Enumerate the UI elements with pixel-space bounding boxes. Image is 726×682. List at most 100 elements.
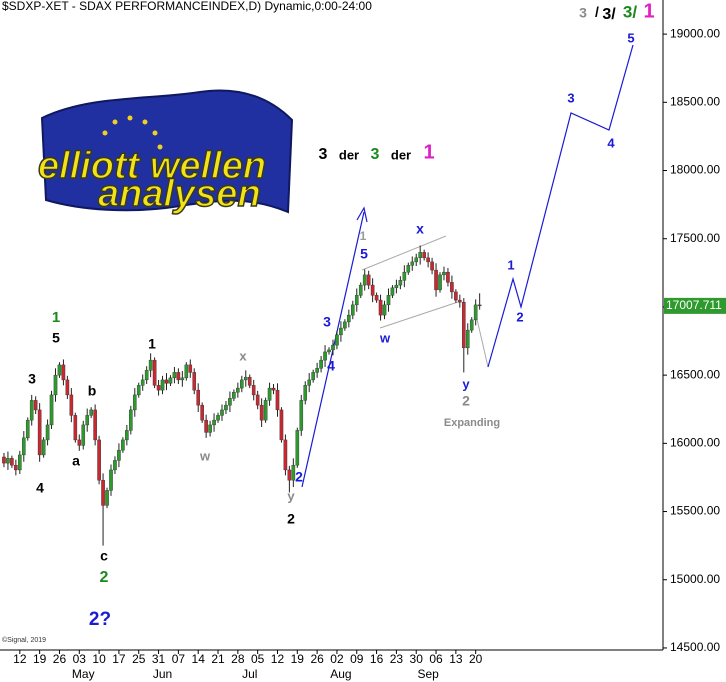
candle-body xyxy=(267,387,272,401)
last-price-box xyxy=(664,297,726,314)
candle-body xyxy=(33,400,38,411)
candle-body xyxy=(45,424,50,441)
candle-body xyxy=(283,439,288,471)
candle-body xyxy=(168,377,173,384)
wave-label: Expanding xyxy=(444,417,500,429)
candle-body xyxy=(212,419,216,426)
copyright: ©Signal, 2019 xyxy=(2,636,46,644)
wave-label: a xyxy=(72,453,80,469)
candle-body xyxy=(18,454,22,471)
x-tick-label: 14 xyxy=(192,652,206,666)
wave-label: der xyxy=(339,147,359,162)
x-tick-label: 26 xyxy=(53,652,67,666)
wave-label: x xyxy=(239,348,247,363)
candle-body xyxy=(21,437,26,456)
x-tick-label: 02 xyxy=(330,652,344,666)
candle-body xyxy=(61,364,66,381)
candle-body xyxy=(41,439,46,456)
candle-body xyxy=(152,359,157,386)
candle-body xyxy=(418,252,422,259)
wave-label: 2? xyxy=(89,609,111,630)
candle-body xyxy=(454,291,458,301)
x-tick-label: 19 xyxy=(291,652,305,666)
candle-body xyxy=(339,327,343,336)
candle-body xyxy=(434,269,438,291)
wave-label: 2 xyxy=(462,393,470,409)
candle-body xyxy=(319,359,323,369)
candle-body xyxy=(236,387,240,393)
candle-body xyxy=(129,409,133,431)
candle-body xyxy=(426,257,430,263)
candle-body xyxy=(271,387,276,391)
candle-body xyxy=(93,409,97,441)
x-tick-label: 12 xyxy=(271,652,285,666)
candle-body xyxy=(275,389,280,411)
candle-body xyxy=(37,409,42,456)
candle-body xyxy=(101,479,105,506)
candle-body xyxy=(386,295,391,306)
x-tick-label: 05 xyxy=(251,652,265,666)
candle-body xyxy=(378,299,383,316)
candle-body xyxy=(97,439,101,481)
candle-body xyxy=(343,321,347,329)
candle-body xyxy=(251,385,256,396)
candle-body xyxy=(216,415,220,421)
logo-text: analysen xyxy=(98,173,261,215)
candle-body xyxy=(390,287,395,296)
candle-body xyxy=(351,304,355,316)
candle-body xyxy=(450,282,454,293)
candle-body xyxy=(49,394,54,426)
candle-body xyxy=(442,271,446,276)
last-price-label: 17007.711 xyxy=(666,298,722,312)
y-tick-label: 15000.00 xyxy=(670,572,720,586)
logo-stars xyxy=(102,115,163,150)
candle-body xyxy=(327,349,331,353)
x-tick-label: 25 xyxy=(132,652,146,666)
candle-body xyxy=(303,385,308,401)
candle-body xyxy=(125,430,129,441)
wave-label: y xyxy=(287,488,295,503)
candle-body xyxy=(374,295,379,301)
x-tick-label: 03 xyxy=(73,652,87,666)
candle-body xyxy=(402,271,407,281)
candle-body xyxy=(224,404,228,411)
wave-label: 1 xyxy=(507,257,514,272)
candle-body xyxy=(208,424,212,433)
x-tick-label: 12 xyxy=(13,652,27,666)
wave-label: b xyxy=(88,383,97,399)
wave-label: 4 xyxy=(36,480,44,496)
y-tick-label: 16500.00 xyxy=(670,367,720,381)
candle-body xyxy=(347,314,351,323)
candle-body xyxy=(240,379,244,389)
candle-body xyxy=(398,280,403,286)
wave-label: w xyxy=(379,330,391,345)
candle-body xyxy=(228,398,232,406)
candle-body xyxy=(204,419,208,433)
wave-label: x xyxy=(416,221,424,237)
wave-label: 2 xyxy=(100,569,109,586)
wave-label: 3 xyxy=(28,371,36,387)
x-tick-label: 31 xyxy=(152,652,166,666)
logo-flag xyxy=(40,89,294,214)
candle-body xyxy=(430,261,434,271)
candle-body xyxy=(148,359,153,371)
wave-label: y xyxy=(462,376,470,391)
projection-arrow xyxy=(356,206,368,223)
projection-line xyxy=(487,44,634,368)
candle-body xyxy=(10,458,14,466)
candle-body xyxy=(14,464,18,471)
wave-label: 2 xyxy=(287,511,295,527)
candle-body xyxy=(81,424,86,446)
candle-body xyxy=(65,379,70,396)
wave-label: 2 xyxy=(516,309,523,324)
wave-label: 5 xyxy=(627,30,634,45)
candle-body xyxy=(132,394,137,411)
wave-label: / xyxy=(595,4,599,20)
x-tick-label: 21 xyxy=(211,652,225,666)
x-tick-label: 30 xyxy=(410,652,424,666)
x-tick-label: 28 xyxy=(231,652,245,666)
candle-body xyxy=(180,377,185,381)
candle-body xyxy=(394,284,399,289)
candle-body xyxy=(366,274,371,286)
